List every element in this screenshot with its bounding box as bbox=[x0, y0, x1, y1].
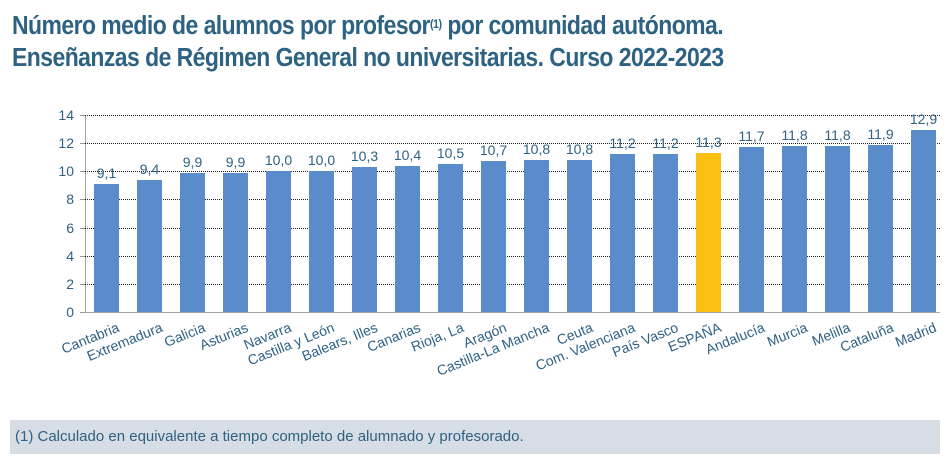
value-label: 10,3 bbox=[350, 148, 379, 165]
y-tick-label: 0 bbox=[66, 304, 74, 320]
y-tick-label: 2 bbox=[66, 275, 74, 292]
value-label: 11,3 bbox=[695, 133, 722, 150]
bar-madrid bbox=[911, 130, 936, 312]
value-label: 10,0 bbox=[307, 152, 336, 169]
value-label: 11,8 bbox=[781, 126, 808, 143]
bar-cantabria bbox=[94, 183, 119, 312]
value-label: 12,9 bbox=[909, 111, 938, 128]
chart-title: Número medio de alumnos por profesor(1) … bbox=[12, 10, 724, 74]
y-tick-mark bbox=[80, 171, 85, 173]
title-line-1: Número medio de alumnos por profesor(1) … bbox=[12, 12, 724, 40]
y-tick-mark bbox=[80, 283, 85, 285]
gridline bbox=[85, 143, 940, 145]
value-label: 10,8 bbox=[522, 141, 551, 158]
y-tick-label: 8 bbox=[66, 191, 74, 208]
value-label: 10,7 bbox=[479, 142, 508, 159]
y-tick-label: 12 bbox=[58, 135, 74, 152]
value-label: 10,4 bbox=[393, 146, 422, 163]
value-label: 11,9 bbox=[867, 125, 894, 142]
x-axis bbox=[85, 312, 940, 313]
x-tick-label: Asturias bbox=[197, 319, 251, 353]
gridline bbox=[85, 199, 940, 201]
gridline bbox=[85, 115, 940, 116]
bar-aragón bbox=[481, 161, 506, 312]
value-label: 9,1 bbox=[96, 164, 117, 181]
value-label: 10,8 bbox=[565, 141, 594, 158]
gridline bbox=[85, 283, 940, 285]
bar-asturias bbox=[223, 172, 248, 312]
gridline bbox=[85, 227, 940, 229]
bar-españa bbox=[696, 152, 721, 312]
bar-extremadura bbox=[137, 179, 162, 312]
value-label: 11,8 bbox=[824, 126, 851, 143]
bar-navarra bbox=[266, 171, 291, 312]
bar-galicia bbox=[180, 172, 205, 312]
y-tick-label: 10 bbox=[58, 163, 74, 180]
value-label: 10,0 bbox=[264, 152, 293, 169]
title-line-2: Enseñanzas de Régimen General no univers… bbox=[12, 44, 724, 72]
y-tick-label: 6 bbox=[66, 219, 74, 236]
x-tick-label: Madrid bbox=[892, 319, 939, 350]
bar-canarias bbox=[395, 165, 420, 312]
value-label: 11,2 bbox=[609, 135, 636, 152]
bar-balears-illes bbox=[352, 167, 377, 312]
y-tick-label: 4 bbox=[66, 247, 74, 264]
bar-rioja-la bbox=[438, 164, 463, 312]
bar-castilla-y-león bbox=[309, 171, 334, 312]
value-label: 11,2 bbox=[652, 135, 679, 152]
bar-com-valenciana bbox=[610, 154, 635, 312]
x-tick-label: Murcia bbox=[764, 319, 810, 350]
value-label: 9,9 bbox=[182, 153, 203, 170]
bar-murcia bbox=[782, 145, 807, 312]
value-label: 9,9 bbox=[225, 153, 246, 170]
y-tick-mark bbox=[80, 143, 85, 145]
footnote-marker: (1) bbox=[429, 17, 442, 31]
bar-andalucía bbox=[739, 147, 764, 312]
value-label: 11,7 bbox=[738, 128, 765, 145]
bar-cataluña bbox=[868, 144, 893, 312]
bar-melilla bbox=[825, 145, 850, 312]
gridline bbox=[85, 255, 940, 257]
y-tick-mark bbox=[80, 312, 85, 313]
y-axis bbox=[85, 115, 86, 312]
y-tick-mark bbox=[80, 227, 85, 229]
bar-chart: 0 2 4 6 8 10 12 14 9,1 Cantabria 9,4 Extremadura 9,9… bbox=[58, 107, 940, 379]
bar-país-vasco bbox=[653, 154, 678, 312]
gridline bbox=[85, 171, 940, 173]
footnote-text: (1) Calculado en equivalente a tiempo co… bbox=[15, 428, 524, 445]
y-tick-mark bbox=[80, 255, 85, 257]
y-tick-label: 14 bbox=[58, 107, 74, 123]
footnote-box: (1) Calculado en equivalente a tiempo co… bbox=[10, 420, 940, 454]
bar-castilla-la-mancha bbox=[524, 160, 549, 312]
value-label: 9,4 bbox=[139, 160, 160, 177]
value-label: 10,5 bbox=[436, 145, 465, 162]
y-tick-mark bbox=[80, 115, 85, 116]
y-tick-mark bbox=[80, 199, 85, 201]
bar-ceuta bbox=[567, 160, 592, 312]
